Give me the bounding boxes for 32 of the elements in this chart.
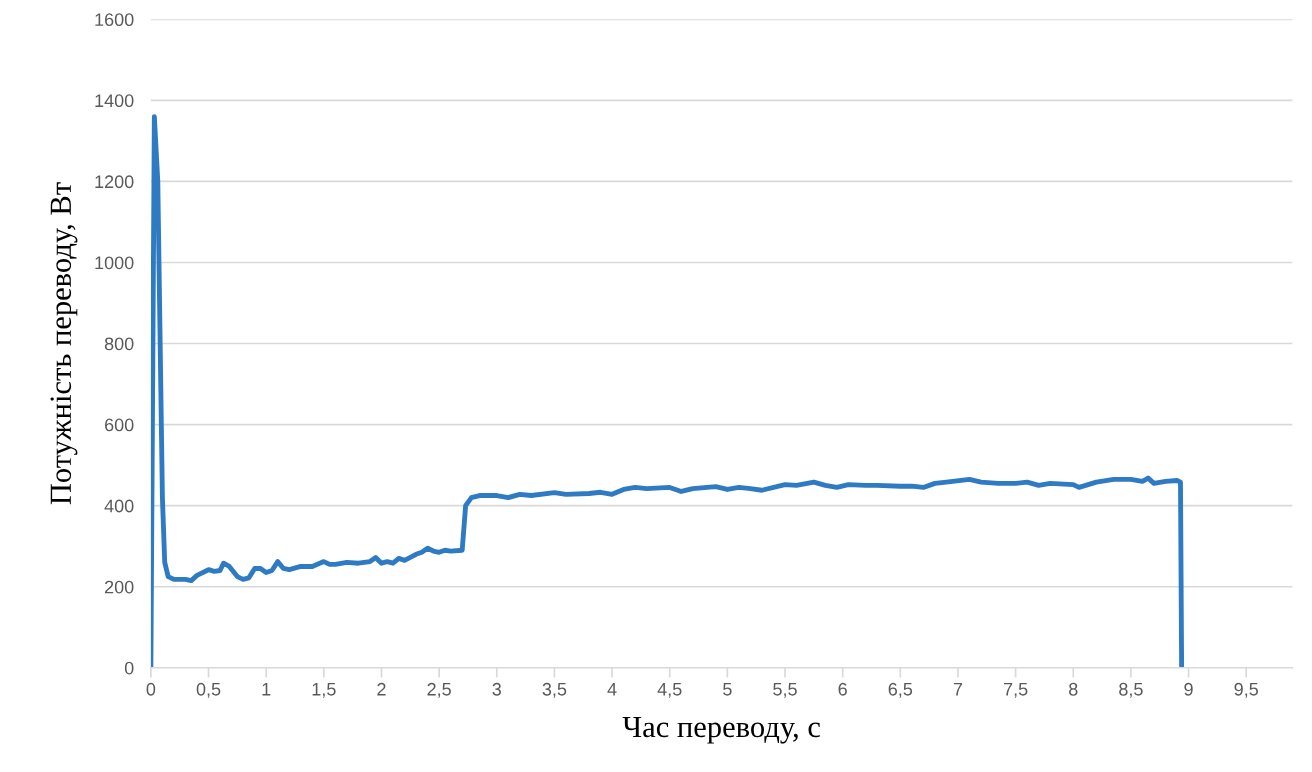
y-tick-label: 1600	[95, 13, 134, 27]
x-tick-label: 0,5	[196, 682, 221, 698]
y-tick-label: 1200	[95, 175, 134, 189]
y-tick-label: 1400	[95, 94, 134, 108]
x-tick-label: 6	[838, 682, 847, 696]
x-tick-label: 5,5	[773, 683, 797, 698]
y-axis-title: Потужність переводу, Вт	[50, 182, 78, 505]
x-tick-label: 2,5	[427, 682, 451, 698]
x-axis-title: Час переводу, с	[622, 716, 820, 744]
line-series	[150, 114, 1185, 668]
x-tick-label: 0	[146, 682, 156, 696]
x-tick-label: 1,5	[312, 683, 336, 698]
x-tick-label: 3,5	[542, 682, 567, 698]
x-tick-label: 5	[723, 683, 732, 696]
x-tick-label: 2	[377, 682, 386, 696]
y-tick-label: 1000	[95, 256, 134, 270]
y-tick-label: 200	[105, 580, 134, 594]
x-tick-label: 8	[1069, 682, 1078, 696]
x-tick-label: 7	[953, 683, 963, 696]
x-tick-label: 9	[1184, 682, 1193, 696]
x-tick-label: 1	[262, 683, 271, 696]
x-tick-label: 4	[607, 683, 617, 696]
y-tick-label: 600	[105, 418, 134, 432]
y-tick-label: 0	[124, 661, 134, 675]
x-tick-label: 3	[492, 682, 501, 696]
y-tick-label: 400	[104, 499, 134, 513]
x-tick-label: 7,5	[1003, 683, 1028, 698]
x-tick-label: 6,5	[888, 682, 913, 698]
x-tick-label: 4,5	[657, 683, 682, 698]
x-tick-label: 9,5	[1234, 682, 1258, 698]
y-tick-label: 800	[104, 337, 134, 351]
x-tick-label: 8,5	[1119, 682, 1143, 698]
